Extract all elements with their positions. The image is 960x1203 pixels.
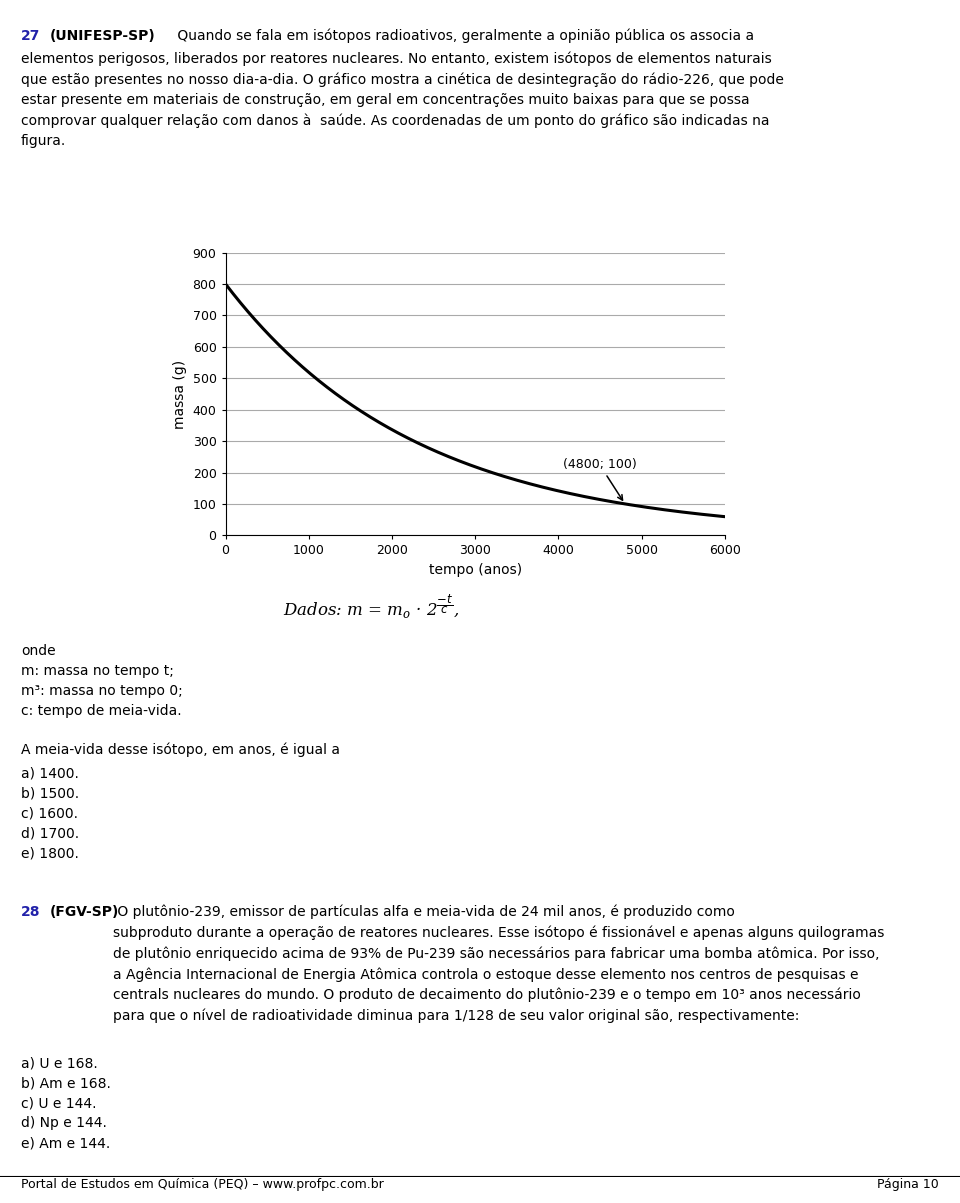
Text: Dados: m = m$_{\mathregular{o}}$ · 2$^{\dfrac{-t}{c}}$,: Dados: m = m$_{\mathregular{o}}$ · 2$^{\… bbox=[283, 593, 460, 622]
Y-axis label: massa (g): massa (g) bbox=[173, 360, 187, 428]
Text: 27: 27 bbox=[21, 29, 40, 43]
Text: Portal de Estudos em Química (PEQ) – www.profpc.com.br: Portal de Estudos em Química (PEQ) – www… bbox=[21, 1178, 384, 1191]
Text: O plutônio-239, emissor de partículas alfa e meia-vida de 24 mil anos, é produzi: O plutônio-239, emissor de partículas al… bbox=[113, 905, 885, 1024]
Text: A meia-vida desse isótopo, em anos, é igual a: A meia-vida desse isótopo, em anos, é ig… bbox=[21, 742, 340, 757]
Text: Página 10: Página 10 bbox=[877, 1178, 939, 1191]
Text: (FGV-SP): (FGV-SP) bbox=[50, 905, 119, 919]
Text: 28: 28 bbox=[21, 905, 40, 919]
Text: a) 1400.
b) 1500.
c) 1600.
d) 1700.
e) 1800.: a) 1400. b) 1500. c) 1600. d) 1700. e) 1… bbox=[21, 766, 80, 860]
Text: Quando se fala em isótopos radioativos, geralmente a opinião pública os associa : Quando se fala em isótopos radioativos, … bbox=[173, 29, 754, 43]
Text: (4800; 100): (4800; 100) bbox=[563, 458, 636, 500]
Text: onde
m: massa no tempo t;
m³: massa no tempo 0;
c: tempo de meia-vida.: onde m: massa no tempo t; m³: massa no t… bbox=[21, 644, 182, 718]
Text: (UNIFESP-SP): (UNIFESP-SP) bbox=[50, 29, 156, 43]
Text: a) U e 168.
b) Am e 168.
c) U e 144.
d) Np e 144.
e) Am e 144.: a) U e 168. b) Am e 168. c) U e 144. d) … bbox=[21, 1056, 111, 1150]
X-axis label: tempo (anos): tempo (anos) bbox=[428, 563, 522, 577]
Text: elementos perigosos, liberados por reatores nucleares. No entanto, existem isóto: elementos perigosos, liberados por reato… bbox=[21, 52, 784, 148]
